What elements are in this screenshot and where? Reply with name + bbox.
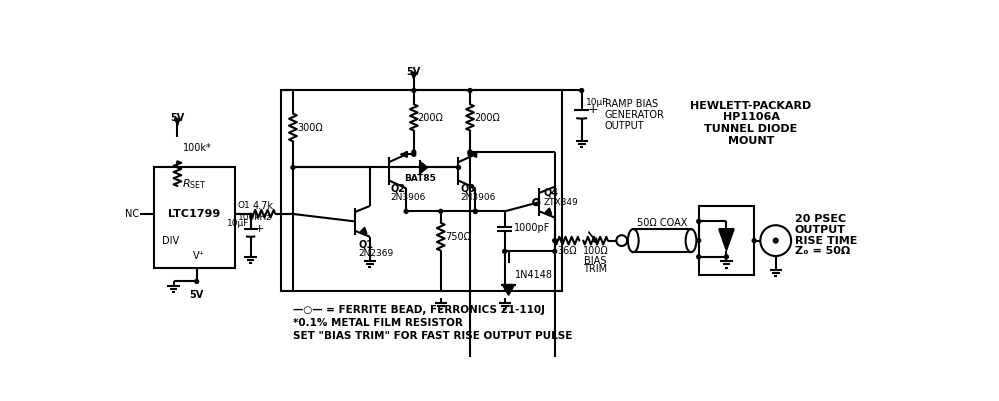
- Text: Q4: Q4: [543, 188, 558, 198]
- Circle shape: [474, 209, 478, 213]
- Circle shape: [752, 239, 756, 243]
- Text: —○— = FERRITE BEAD, FERRONICS 21-110J: —○— = FERRITE BEAD, FERRONICS 21-110J: [293, 305, 544, 315]
- Text: 2N2369: 2N2369: [359, 249, 394, 258]
- Text: OUTPUT: OUTPUT: [795, 225, 846, 235]
- Circle shape: [696, 239, 700, 243]
- Text: 2N3906: 2N3906: [460, 193, 496, 202]
- Text: 50Ω COAX: 50Ω COAX: [636, 218, 687, 228]
- Polygon shape: [420, 161, 428, 174]
- Text: GENERATOR: GENERATOR: [604, 110, 664, 120]
- Text: 2N3906: 2N3906: [391, 193, 427, 202]
- Text: +: +: [587, 103, 597, 116]
- Text: TRIM: TRIM: [583, 264, 607, 274]
- Circle shape: [696, 255, 700, 259]
- Text: OUTPUT: OUTPUT: [604, 121, 644, 131]
- Text: 200Ω: 200Ω: [418, 113, 444, 123]
- Circle shape: [291, 166, 295, 169]
- Text: 1000pF: 1000pF: [513, 223, 550, 233]
- Circle shape: [195, 279, 199, 284]
- Text: Q2: Q2: [391, 183, 406, 193]
- Text: RAMP BIAS: RAMP BIAS: [604, 99, 658, 109]
- Circle shape: [412, 152, 416, 156]
- Text: 300Ω: 300Ω: [298, 123, 324, 133]
- Text: 100Ω: 100Ω: [582, 246, 608, 256]
- Circle shape: [412, 89, 416, 92]
- Text: Q3: Q3: [460, 183, 475, 193]
- Text: Q1: Q1: [359, 239, 374, 249]
- Text: SET "BIAS TRIM" FOR FAST RISE OUTPUT PULSE: SET "BIAS TRIM" FOR FAST RISE OUTPUT PUL…: [293, 331, 572, 341]
- Circle shape: [469, 89, 472, 92]
- Circle shape: [772, 237, 779, 244]
- Text: MOUNT: MOUNT: [728, 136, 774, 146]
- Bar: [282, 91, 562, 291]
- Text: +: +: [255, 224, 265, 234]
- Bar: [633, 229, 691, 252]
- Text: O1: O1: [238, 201, 250, 211]
- Polygon shape: [502, 285, 514, 295]
- Text: 100kHz: 100kHz: [238, 213, 272, 222]
- Text: 10μF: 10μF: [227, 219, 249, 228]
- Text: NC: NC: [125, 209, 139, 219]
- Circle shape: [579, 89, 583, 92]
- Circle shape: [552, 249, 556, 253]
- Ellipse shape: [685, 229, 696, 252]
- Circle shape: [469, 152, 472, 156]
- Text: $R_\mathrm{SET}$: $R_\mathrm{SET}$: [182, 178, 207, 191]
- Text: 4.7k: 4.7k: [253, 201, 274, 211]
- Circle shape: [474, 209, 478, 213]
- Text: 10μF: 10μF: [585, 97, 608, 107]
- Text: TUNNEL DIODE: TUNNEL DIODE: [704, 124, 797, 134]
- Text: 20 PSEC: 20 PSEC: [795, 214, 846, 224]
- Text: 750Ω: 750Ω: [446, 232, 472, 242]
- Text: 5V: 5V: [190, 290, 204, 300]
- Circle shape: [405, 209, 408, 213]
- Text: 5V: 5V: [407, 67, 421, 77]
- Circle shape: [469, 150, 472, 154]
- Text: V⁺: V⁺: [193, 251, 205, 261]
- Circle shape: [552, 239, 556, 243]
- Text: 5V: 5V: [170, 113, 185, 123]
- Text: *0.1% METAL FILM RESISTOR: *0.1% METAL FILM RESISTOR: [293, 318, 463, 328]
- Circle shape: [724, 255, 728, 259]
- Bar: [698, 206, 754, 275]
- Text: 200Ω: 200Ω: [474, 113, 500, 123]
- Text: HP1106A: HP1106A: [722, 112, 779, 122]
- Text: DIV: DIV: [162, 236, 179, 246]
- Text: HEWLETT-PACKARD: HEWLETT-PACKARD: [690, 101, 812, 111]
- Text: ZTX849: ZTX849: [543, 198, 578, 207]
- Text: 1N4148: 1N4148: [514, 270, 552, 280]
- Text: 36Ω: 36Ω: [557, 246, 576, 256]
- Text: BIAS: BIAS: [584, 256, 606, 265]
- Text: RISE TIME: RISE TIME: [795, 236, 857, 246]
- Circle shape: [457, 166, 461, 169]
- Ellipse shape: [628, 229, 638, 252]
- Circle shape: [439, 209, 443, 213]
- Circle shape: [696, 219, 700, 223]
- Text: LTC1799: LTC1799: [168, 209, 221, 219]
- Circle shape: [502, 249, 506, 253]
- Text: BAT85: BAT85: [404, 174, 436, 183]
- Text: 100k*: 100k*: [183, 143, 212, 153]
- Circle shape: [412, 150, 416, 154]
- Circle shape: [469, 150, 472, 154]
- Bar: [154, 168, 235, 267]
- Text: Zₒ = 50Ω: Zₒ = 50Ω: [795, 246, 850, 256]
- Polygon shape: [718, 229, 734, 251]
